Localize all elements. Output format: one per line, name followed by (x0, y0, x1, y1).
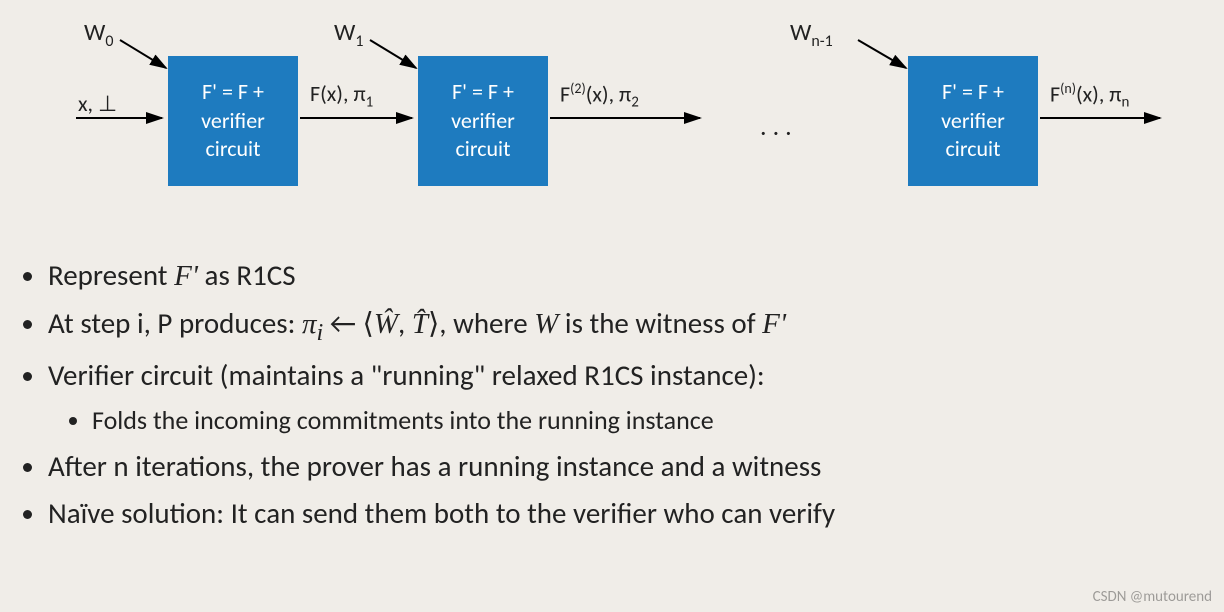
ellipsis: ... (760, 110, 798, 142)
subbullet-1: Folds the incoming commitments into the … (92, 400, 1184, 440)
w-label-2: Wn-1 (790, 18, 833, 51)
bullet-1: Represent F' as R1CS (48, 253, 1184, 299)
arrow-label-0: x, ⊥ (78, 90, 117, 117)
bullet-3: Verifier circuit (maintains a "running" … (48, 353, 1184, 440)
bullet-list: Represent F' as R1CS At step i, P produc… (0, 239, 1224, 536)
arrow-label-1: F(x), π1 (310, 80, 373, 111)
watermark: CSDN @mutourend (1093, 588, 1212, 606)
arrow-label-3: F(n)(x), πn (1050, 80, 1129, 112)
verifier-circuit-box-1: F' = F +verifiercircuit (418, 56, 548, 186)
arrow-label-2: F(2)(x), π2 (560, 80, 639, 112)
bullet-2: At step i, P produces: πi ← ⟨Ŵ, T̂⟩, whe… (48, 301, 1184, 351)
verifier-circuit-box-2: F' = F +verifiercircuit (908, 56, 1038, 186)
bullet-5: Naïve solution: It can send them both to… (48, 491, 1184, 536)
bullet-4: After n iterations, the prover has a run… (48, 444, 1184, 489)
w-label-1: W1 (334, 18, 363, 51)
verifier-circuit-box-0: F' = F +verifiercircuit (168, 56, 298, 186)
ivc-diagram: F' = F +verifiercircuit F' = F +verifierc… (0, 0, 1224, 210)
w-label-0: W0 (84, 18, 113, 51)
